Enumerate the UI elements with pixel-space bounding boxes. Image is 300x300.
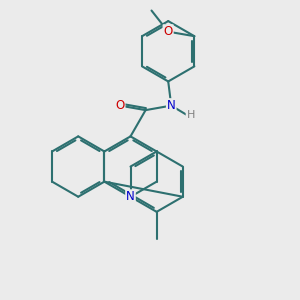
Text: N: N <box>167 99 176 112</box>
Text: O: O <box>164 25 173 38</box>
Text: N: N <box>126 190 135 203</box>
Text: H: H <box>187 110 195 120</box>
Text: O: O <box>115 99 124 112</box>
